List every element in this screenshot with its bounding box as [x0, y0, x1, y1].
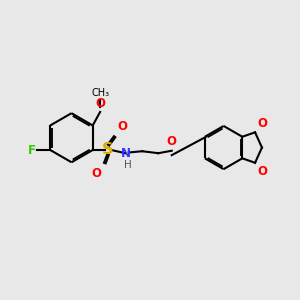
Text: CH₃: CH₃ [91, 88, 109, 98]
Text: O: O [257, 165, 267, 178]
Text: H: H [124, 160, 132, 170]
Text: O: O [92, 167, 102, 180]
Text: N: N [121, 147, 131, 160]
Text: F: F [28, 143, 36, 157]
Text: O: O [257, 117, 267, 130]
Text: S: S [102, 142, 114, 158]
Text: O: O [167, 135, 177, 148]
Text: O: O [95, 97, 105, 110]
Text: O: O [117, 120, 127, 133]
